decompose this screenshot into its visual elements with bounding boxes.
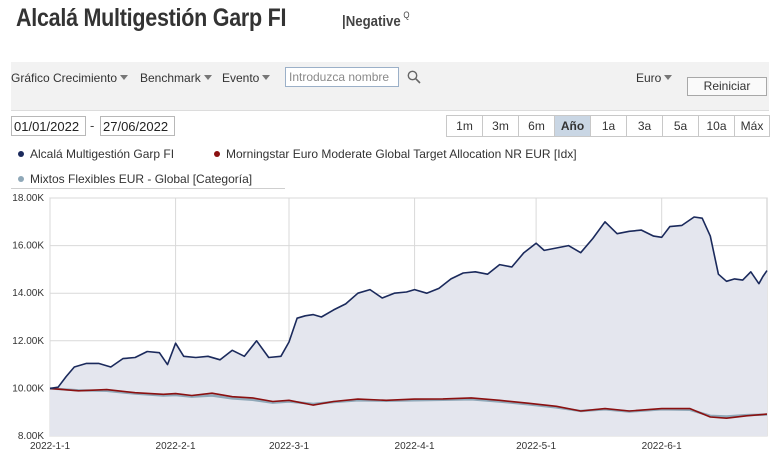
currency-label: Euro [636, 71, 662, 85]
x-tick-label: 2022-4-1 [395, 441, 435, 452]
event-menu[interactable]: Evento [222, 71, 271, 85]
y-tick-label: 12.00K [12, 336, 44, 347]
period-button-3y[interactable]: 3a [627, 116, 663, 136]
period-button-6m[interactable]: 6m [519, 116, 555, 136]
currency-menu[interactable]: Euro [636, 71, 673, 85]
legend-label-fund: Alcalá Multigestión Garp FI [30, 147, 175, 161]
legend-item-category[interactable]: Mixtos Flexibles EUR - Global [Categoría… [18, 172, 252, 186]
legend-item-index[interactable]: Morningstar Euro Moderate Global Target … [214, 147, 577, 161]
series-area-0 [50, 217, 767, 436]
y-tick-label: 8.00K [18, 431, 44, 442]
rating-label: |Negative [342, 13, 401, 30]
search-icon[interactable] [407, 70, 421, 84]
x-tick-label: 2022-5-1 [516, 441, 556, 452]
y-tick-label: 16.00K [12, 241, 44, 252]
growth-chart-menu[interactable]: Gráfico Crecimiento [11, 71, 129, 85]
legend-dot-fund [18, 151, 24, 157]
legend-label-index: Morningstar Euro Moderate Global Target … [226, 147, 577, 161]
chart-toolbar: Gráfico Crecimiento Benchmark Evento Eur… [11, 62, 769, 111]
period-button-ytd[interactable]: Año [555, 116, 591, 136]
chevron-down-icon [203, 75, 212, 80]
y-tick-label: 18.00K [12, 193, 44, 204]
chevron-down-icon [120, 75, 129, 80]
rating-superscript: Q [403, 10, 410, 20]
period-button-1y[interactable]: 1a [591, 116, 627, 136]
series-line-1 [49, 387, 768, 419]
growth-chart: 8.00K 10.00K 12.00K 14.00K 16.00K 18.00K 2022-… [12, 193, 768, 452]
chevron-down-icon [262, 75, 271, 80]
chevron-down-icon [664, 75, 673, 80]
legend-dot-index [214, 151, 220, 157]
end-date-input[interactable]: 27/06/2022 [100, 116, 175, 136]
y-tick-label: 10.00K [12, 383, 44, 394]
period-selector: 1m 3m 6m Año 1a 3a 5a 10a Máx [446, 115, 770, 137]
legend-label-category: Mixtos Flexibles EUR - Global [Categoría… [30, 172, 253, 186]
search-input[interactable] [285, 67, 399, 87]
x-tick-label: 2022-1-1 [30, 441, 70, 452]
x-tick-label: 2022-2-1 [156, 441, 196, 452]
x-tick-label: 2022-6-1 [642, 441, 682, 452]
period-button-1m[interactable]: 1m [447, 116, 483, 136]
benchmark-label: Benchmark [140, 71, 201, 85]
reset-button[interactable]: Reiniciar [687, 77, 767, 96]
period-button-3m[interactable]: 3m [483, 116, 519, 136]
period-button-10y[interactable]: 10a [699, 116, 735, 136]
start-date-input[interactable]: 01/01/2022 [11, 116, 86, 136]
growth-chart-label: Gráfico Crecimiento [11, 71, 118, 85]
x-tick-label: 2022-3-1 [269, 441, 309, 452]
legend-dot-category [18, 176, 24, 182]
title-row: Alcalá Multigestión Garp FI [16, 4, 330, 33]
sustainability-rating: |Negative Q [342, 10, 410, 30]
period-button-max[interactable]: Máx [740, 119, 764, 133]
legend-item-fund[interactable]: Alcalá Multigestión Garp FI [18, 147, 174, 161]
date-separator: - [90, 118, 95, 133]
fund-title: Alcalá Multigestión Garp FI [16, 4, 287, 32]
event-label: Evento [222, 71, 260, 85]
y-tick-label: 14.00K [12, 288, 44, 299]
period-button-5y[interactable]: 5a [663, 116, 699, 136]
benchmark-menu[interactable]: Benchmark [140, 71, 212, 85]
legend-divider [11, 188, 285, 189]
series-line-0 [49, 216, 768, 390]
